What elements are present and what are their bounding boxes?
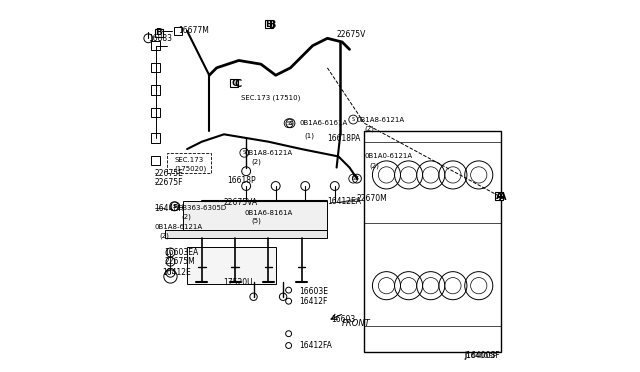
Text: C: C [231,79,237,88]
Text: A: A [499,192,507,202]
Polygon shape [184,201,328,230]
Bar [174,27,182,35]
Text: 16603: 16603 [331,315,355,324]
Text: 16603EA: 16603EA [164,248,198,257]
Text: (2): (2) [182,213,191,219]
Text: 16618P: 16618P [227,176,255,185]
Text: 16603E: 16603E [300,287,329,296]
Text: FRONT: FRONT [342,319,371,328]
Text: 0B1A8-6121A: 0B1A8-6121A [155,224,203,230]
Text: (2): (2) [370,163,380,169]
Text: (175020): (175020) [174,165,207,171]
Bar [151,41,160,50]
Text: B: B [156,28,162,37]
Text: S: S [287,121,290,126]
Text: 16412FA: 16412FA [300,341,333,350]
Bar [151,63,160,73]
Text: J16400SF: J16400SF [464,351,500,360]
Text: 0B1A6-6161A: 0B1A6-6161A [300,120,348,126]
Text: S: S [355,176,359,181]
Text: 22670M: 22670M [357,195,388,203]
Bar [364,131,501,352]
Text: 0B1A8-6121A: 0B1A8-6121A [244,150,292,156]
Bar [495,192,503,201]
Text: 17520U: 17520U [223,278,253,287]
Text: 0B1A6-8161A: 0B1A6-8161A [244,209,292,216]
Text: 16440H: 16440H [155,203,184,213]
Text: 16883: 16883 [148,34,172,43]
Text: (5): (5) [252,218,262,224]
Bar [187,247,276,284]
Text: 0B1A8-6121A: 0B1A8-6121A [357,116,405,122]
Bar [167,153,211,173]
Bar [151,134,160,142]
Text: S: S [172,204,176,209]
Text: 0B1A0-6121A: 0B1A0-6121A [364,154,412,160]
Text: S: S [351,176,355,181]
Text: S: S [243,150,246,155]
Bar [151,108,160,117]
Text: (2): (2) [364,125,374,132]
Text: 22675V: 22675V [337,30,366,39]
Text: SEC.173: SEC.173 [174,157,204,163]
Bar [155,29,163,37]
Text: S: S [351,117,355,122]
Polygon shape [165,230,328,238]
Text: 22675M: 22675M [164,257,195,266]
Bar [151,155,160,165]
Text: (2): (2) [252,159,262,165]
Text: 22675VA: 22675VA [223,198,257,207]
Text: 16677M: 16677M [178,26,209,35]
Text: 16412EA: 16412EA [328,197,362,206]
Text: B: B [266,20,273,29]
Text: SEC.173 (17510): SEC.173 (17510) [241,94,300,101]
Text: J16400SF: J16400SF [464,353,497,359]
Text: (1): (1) [305,133,314,140]
Text: S: S [289,121,292,126]
Text: 16618PA: 16618PA [328,134,361,142]
Text: S: S [173,204,177,209]
Bar [265,20,273,28]
Text: C: C [234,80,241,89]
Text: (2): (2) [159,232,169,239]
Text: B: B [268,20,276,31]
Text: 16412F: 16412F [300,297,328,306]
Text: 22675F: 22675F [155,178,183,187]
Text: A: A [495,192,502,201]
Text: 16412E: 16412E [162,268,191,277]
Bar [230,79,239,87]
Text: 22675E: 22675E [155,169,184,177]
Bar [151,86,160,94]
Text: DB363-6305D: DB363-6305D [178,205,227,211]
